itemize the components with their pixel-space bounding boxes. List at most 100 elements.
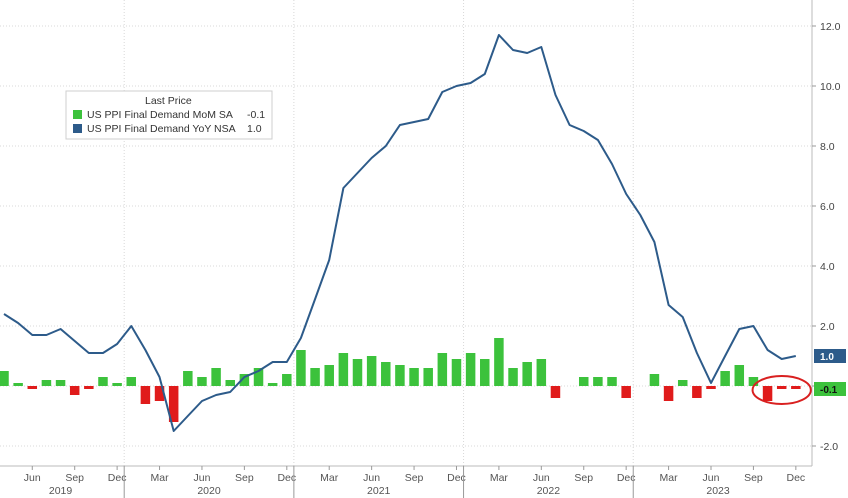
bar-2020-10 bbox=[253, 368, 264, 386]
x-tick-label: Dec bbox=[277, 472, 296, 484]
bar-2019-04 bbox=[0, 371, 9, 386]
bar-2019-08 bbox=[55, 380, 66, 386]
bar-2021-03 bbox=[324, 365, 334, 386]
bar-2021-11 bbox=[437, 353, 448, 386]
x-tick-label: Mar bbox=[320, 472, 339, 484]
bar-2020-01 bbox=[126, 377, 137, 386]
legend-label-yoy: US PPI Final Demand YoY NSA bbox=[87, 123, 236, 135]
x-tick-label: Mar bbox=[490, 472, 509, 484]
bar-2023-10 bbox=[762, 386, 773, 401]
legend-title: Last Price bbox=[145, 95, 192, 107]
yoy-line-group bbox=[3, 34, 797, 432]
x-tick-label: Dec bbox=[447, 472, 466, 484]
bar-2022-11 bbox=[607, 377, 617, 386]
x-tick-label: Mar bbox=[660, 472, 679, 484]
y-tick-label: 4.0 bbox=[820, 261, 835, 273]
bar-2019-09 bbox=[69, 386, 80, 395]
bar-2022-06 bbox=[536, 359, 547, 386]
x-tick-label: Jun bbox=[193, 472, 210, 484]
tag-yoy-bg bbox=[814, 349, 846, 363]
bar-2022-07 bbox=[550, 386, 561, 398]
bar-2021-01 bbox=[296, 350, 306, 386]
bar-2019-11 bbox=[98, 377, 108, 386]
legend-swatch-yoy bbox=[73, 124, 82, 133]
bar-2020-06 bbox=[197, 377, 207, 386]
x-tick-label: Jun bbox=[533, 472, 550, 484]
x-tick-label: Jun bbox=[703, 472, 720, 484]
x-tick-label: Dec bbox=[108, 472, 127, 484]
bar-2022-09 bbox=[578, 377, 589, 386]
bar-2021-09 bbox=[409, 368, 419, 386]
bar-2022-05 bbox=[522, 362, 532, 386]
x-tick-label: Dec bbox=[786, 472, 805, 484]
x-axis: Jun Sep Dec Mar Jun Sep Dec Mar Jun Sep Dec Mar Jun S… bbox=[0, 465, 812, 498]
x-year-label: 2020 bbox=[197, 485, 221, 497]
bar-2020-07 bbox=[211, 368, 221, 386]
y-tick-label: 6.0 bbox=[820, 201, 835, 213]
x-tick-label: Sep bbox=[574, 472, 593, 484]
y-tick-label: 2.0 bbox=[820, 321, 835, 333]
bar-2023-11 bbox=[776, 386, 787, 389]
bar-2021-10 bbox=[423, 368, 433, 386]
bar-2019-06 bbox=[27, 386, 38, 389]
tag-yoy-label: 1.0 bbox=[820, 352, 834, 363]
bar-2019-05 bbox=[13, 383, 23, 386]
bar-2022-12 bbox=[621, 386, 631, 398]
bar-2020-12 bbox=[282, 374, 292, 386]
bar-2020-05 bbox=[183, 371, 193, 386]
bar-2023-03 bbox=[663, 386, 674, 401]
annotation bbox=[751, 375, 812, 405]
bar-2022-04 bbox=[508, 368, 518, 386]
bar-2020-09 bbox=[239, 374, 250, 386]
tag-mom-label: -0.1 bbox=[820, 385, 838, 396]
y-axis: 12.010.08.06.04.02.00.0-2.0 bbox=[811, 0, 841, 466]
legend-label-mom: US PPI Final Demand MoM SA bbox=[87, 109, 233, 121]
bar-2022-02 bbox=[480, 359, 490, 386]
bar-2020-04 bbox=[168, 386, 179, 422]
last-value-tags: 1.0 -0.1 bbox=[814, 349, 846, 396]
tag-mom-bg bbox=[814, 382, 846, 396]
x-tick-label: Sep bbox=[744, 472, 763, 484]
x-tick-label: Sep bbox=[235, 472, 254, 484]
legend-swatch-mom bbox=[73, 110, 82, 119]
bar-2023-07 bbox=[720, 371, 730, 386]
bar-2020-11 bbox=[267, 383, 278, 386]
bar-2022-10 bbox=[593, 377, 603, 386]
x-tick-label: Jun bbox=[24, 472, 41, 484]
x-year-label: 2019 bbox=[49, 485, 73, 497]
legend-box bbox=[65, 90, 273, 140]
x-year-label: 2023 bbox=[706, 485, 730, 497]
legend-last-mom: -0.1 bbox=[247, 109, 265, 121]
bar-2021-07 bbox=[381, 362, 391, 386]
yoy-line bbox=[3, 34, 797, 432]
bar-2023-08 bbox=[734, 365, 745, 386]
bar-2020-03 bbox=[154, 386, 165, 401]
legend-last-yoy: 1.0 bbox=[247, 123, 262, 135]
bar-2019-07 bbox=[41, 380, 52, 386]
bar-2021-12 bbox=[451, 359, 462, 386]
highlight-ellipse bbox=[751, 375, 812, 405]
bar-2023-04 bbox=[677, 380, 688, 386]
bar-2021-02 bbox=[310, 368, 320, 386]
bar-2021-04 bbox=[338, 353, 349, 386]
x-tick-label: Jun bbox=[363, 472, 380, 484]
bar-2021-06 bbox=[366, 356, 377, 386]
bar-2023-09 bbox=[748, 377, 759, 386]
bar-2021-08 bbox=[395, 365, 405, 386]
x-tick-label: Sep bbox=[405, 472, 424, 484]
bar-2023-02 bbox=[649, 374, 660, 386]
bar-2023-05 bbox=[692, 386, 702, 398]
x-tick-label: Dec bbox=[617, 472, 636, 484]
mom-bars bbox=[0, 338, 801, 422]
bar-2021-05 bbox=[352, 359, 363, 386]
bar-2022-03 bbox=[494, 338, 504, 386]
x-year-label: 2022 bbox=[537, 485, 561, 497]
bar-2023-06 bbox=[706, 386, 716, 389]
x-tick-label: Mar bbox=[150, 472, 169, 484]
legend: Last Price US PPI Final Demand MoM SA -0… bbox=[65, 90, 273, 140]
x-year-label: 2021 bbox=[367, 485, 391, 497]
y-tick-label: 12.0 bbox=[820, 21, 841, 33]
bar-2019-12 bbox=[112, 383, 122, 386]
